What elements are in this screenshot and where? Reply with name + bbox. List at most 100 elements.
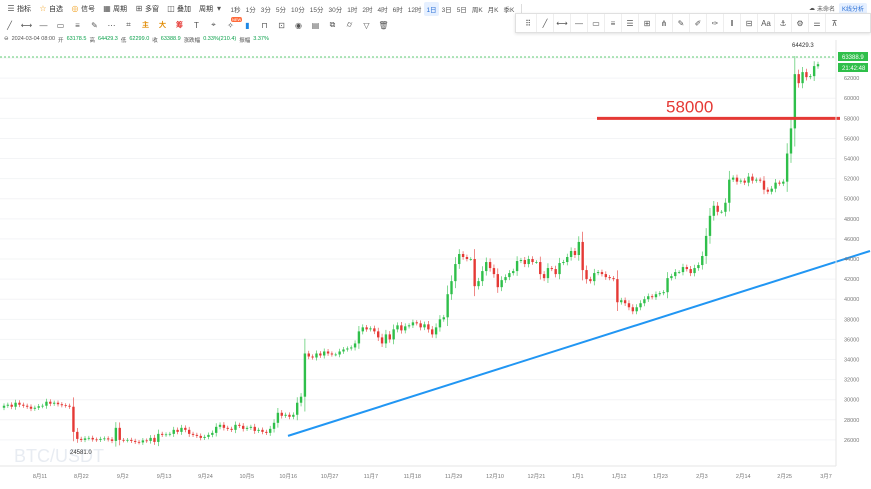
candle[interactable] <box>76 431 79 439</box>
candle[interactable] <box>103 438 106 440</box>
candle[interactable] <box>500 280 503 288</box>
candle[interactable] <box>519 260 523 262</box>
candle[interactable] <box>145 440 148 442</box>
price-axis[interactable]: 26000 28000 30000 32000 34000 36000 38000 40000… <box>835 40 859 466</box>
period-select[interactable]: 周期 ▾ <box>196 2 226 16</box>
candle[interactable] <box>87 437 91 439</box>
date-axis[interactable]: 8月11 8月22 9月2 9月13 9月24 10月5 10月16 10月27 11月7 11月… <box>0 465 836 480</box>
candle[interactable] <box>137 441 141 443</box>
candle[interactable] <box>604 274 608 278</box>
candle[interactable] <box>670 276 673 279</box>
candle[interactable] <box>68 405 71 407</box>
candle[interactable] <box>527 259 530 265</box>
candle[interactable] <box>631 307 635 312</box>
candle[interactable] <box>782 181 785 184</box>
candle[interactable] <box>647 296 650 300</box>
candle[interactable] <box>56 402 60 405</box>
candle[interactable] <box>187 429 191 434</box>
marker-icon[interactable]: ✐ <box>690 14 707 32</box>
candle[interactable] <box>14 402 17 407</box>
candle[interactable] <box>407 325 411 327</box>
ruler-icon[interactable]: ⌗ <box>126 20 131 29</box>
candle[interactable] <box>789 128 793 154</box>
candle[interactable] <box>49 401 52 404</box>
candle[interactable] <box>704 235 708 257</box>
candle[interactable] <box>593 273 596 282</box>
candle[interactable] <box>2 405 6 408</box>
candle[interactable] <box>477 281 480 287</box>
candle[interactable] <box>319 353 322 356</box>
candle[interactable] <box>681 267 685 273</box>
candle[interactable] <box>677 272 681 273</box>
candle[interactable] <box>130 439 133 441</box>
candle[interactable] <box>299 396 303 403</box>
candle[interactable] <box>674 272 677 277</box>
candle[interactable] <box>106 438 110 440</box>
candle[interactable] <box>778 182 781 184</box>
candle[interactable] <box>214 426 218 433</box>
candle[interactable] <box>369 328 372 330</box>
candle[interactable] <box>323 351 326 356</box>
text-icon[interactable]: T <box>194 20 199 30</box>
candle[interactable] <box>184 427 187 430</box>
candle[interactable] <box>639 303 642 308</box>
candle[interactable] <box>573 250 577 256</box>
candle[interactable] <box>724 202 727 212</box>
big-order-tool[interactable]: 大 <box>159 22 166 29</box>
candle[interactable] <box>438 319 442 328</box>
interval-7[interactable]: 1时 <box>347 6 358 14</box>
candle[interactable] <box>284 414 287 416</box>
candle[interactable] <box>388 334 391 340</box>
candle[interactable] <box>241 425 245 429</box>
candle[interactable] <box>623 300 627 304</box>
candle[interactable] <box>774 182 777 189</box>
multi-chart-button[interactable]: ⊞ 多窗 <box>132 2 162 16</box>
interval-3[interactable]: 5分 <box>275 6 286 14</box>
candle[interactable] <box>766 189 770 192</box>
candle[interactable] <box>6 404 10 406</box>
candle[interactable] <box>496 274 499 288</box>
candle[interactable] <box>41 405 44 407</box>
candle[interactable] <box>118 427 121 440</box>
favorites-button[interactable]: ☆ 自选 <box>36 2 66 16</box>
interval-13[interactable]: 3日 <box>441 6 452 14</box>
candle[interactable] <box>542 274 546 279</box>
candle[interactable] <box>616 279 619 303</box>
candle[interactable] <box>373 328 376 332</box>
candle[interactable] <box>211 432 214 435</box>
candle[interactable] <box>643 299 646 304</box>
candle[interactable] <box>268 428 272 433</box>
candle[interactable] <box>195 434 199 436</box>
candle[interactable] <box>554 269 557 275</box>
trash-icon[interactable]: 🗑 <box>378 20 389 30</box>
interval-8[interactable]: 2时 <box>362 6 373 14</box>
brush-tool-icon[interactable]: ✎ <box>673 14 690 32</box>
candle[interactable] <box>612 278 615 280</box>
candle[interactable] <box>600 272 604 275</box>
candle[interactable] <box>203 436 206 438</box>
interval-5[interactable]: 15分 <box>309 6 324 14</box>
horizontal-line-icon[interactable]: ⟷ <box>20 20 33 30</box>
candle[interactable] <box>180 427 183 432</box>
candle[interactable] <box>153 437 156 442</box>
rectangle-icon[interactable]: ▭ <box>56 20 65 30</box>
candle[interactable] <box>666 278 669 293</box>
filter-icon[interactable]: ▽ <box>363 20 370 30</box>
interval-10[interactable]: 6时 <box>392 6 403 14</box>
candle[interactable] <box>481 271 484 282</box>
candle[interactable] <box>735 177 739 182</box>
candle[interactable] <box>396 325 399 330</box>
brush-icon[interactable]: ⌭ <box>346 20 353 29</box>
candle[interactable] <box>577 241 581 256</box>
interval-17[interactable]: 季K <box>503 6 515 14</box>
indicator-new-icon[interactable]: ✧ NEW <box>227 16 243 30</box>
fib-icon[interactable]: ≡ <box>75 20 80 30</box>
candle[interactable] <box>539 262 542 275</box>
interval-16[interactable]: 月K <box>487 6 499 14</box>
candle[interactable] <box>346 348 349 350</box>
candle[interactable] <box>400 325 403 331</box>
candle[interactable] <box>79 438 83 440</box>
candle[interactable] <box>99 438 102 440</box>
overlay-button[interactable]: ◫ 叠加 <box>164 2 194 16</box>
candle[interactable] <box>515 261 519 272</box>
